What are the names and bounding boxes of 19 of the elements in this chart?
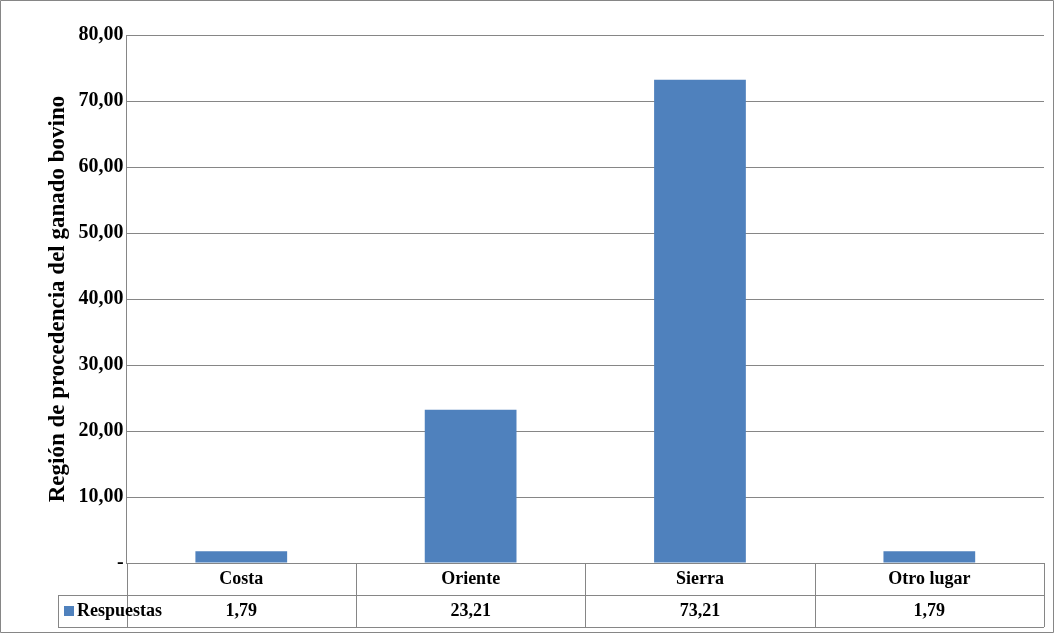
y-axis-title: Región de procedencia del ganado bovino bbox=[43, 95, 69, 503]
x-tick-label: Oriente bbox=[441, 567, 501, 588]
y-tick-label: 40,00 bbox=[78, 286, 124, 309]
x-tick-label: Otro lugar bbox=[888, 567, 971, 588]
data-label: 1,79 bbox=[225, 599, 258, 620]
data-label: 73,21 bbox=[679, 599, 721, 620]
data-label: 23,21 bbox=[450, 599, 491, 620]
y-tick-label: 50,00 bbox=[78, 220, 124, 243]
y-tick-label: 10,00 bbox=[78, 484, 124, 507]
y-tick-label: 20,00 bbox=[78, 418, 124, 441]
y-tick-label: 80,00 bbox=[78, 22, 124, 45]
data-label: 1,79 bbox=[913, 599, 946, 620]
legend-label: Respuestas bbox=[77, 599, 163, 620]
y-tick-label: 70,00 bbox=[78, 88, 124, 111]
y-tick-label: - bbox=[116, 550, 124, 573]
y-tick-label: 60,00 bbox=[78, 154, 124, 177]
y-tick-label: 30,00 bbox=[78, 352, 124, 375]
x-tick-label: Costa bbox=[219, 567, 264, 588]
x-tick-label: Sierra bbox=[675, 567, 724, 588]
